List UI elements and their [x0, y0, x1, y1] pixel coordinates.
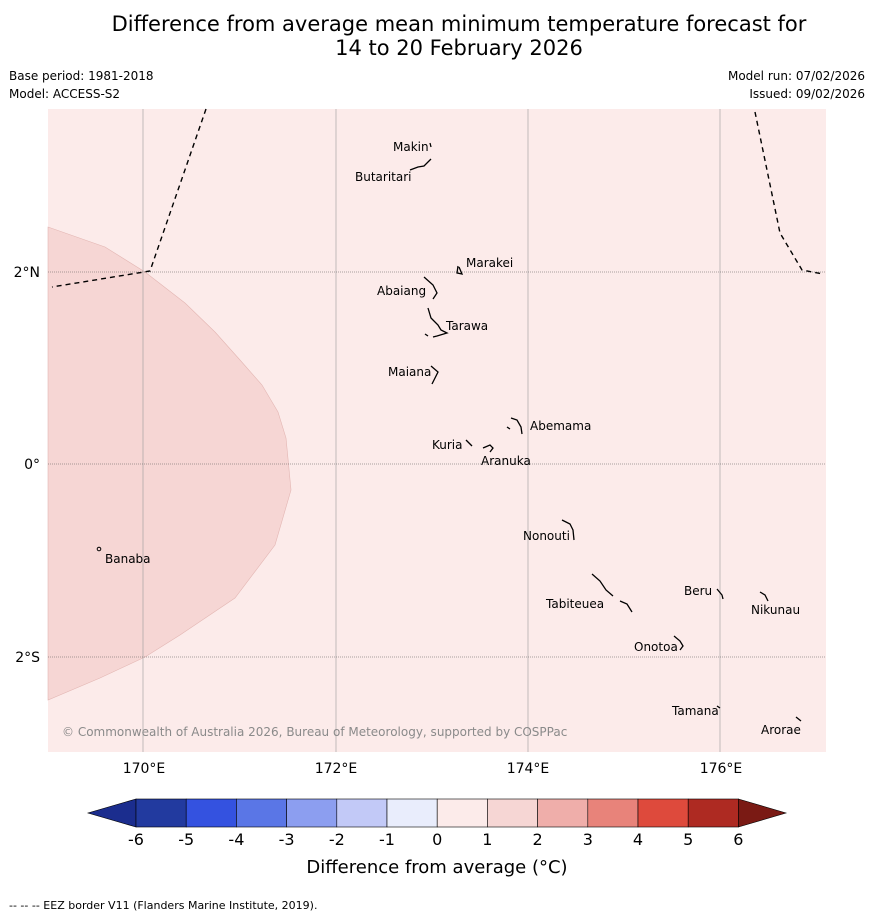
colorbar-segment [436, 798, 488, 828]
colorbar-tick-label: -6 [128, 830, 144, 849]
copyright-notice: © Commonwealth of Australia 2026, Bureau… [62, 725, 567, 739]
island-nonouti [561, 519, 575, 541]
colorbar-tick-label: -2 [329, 830, 345, 849]
map-title: Difference from average mean minimum tem… [0, 12, 873, 60]
colorbar-segment [687, 798, 739, 828]
issued-date: Issued: 09/02/2026 [749, 87, 865, 101]
island-abemama-west [506, 426, 511, 430]
label-nikunau: Nikunau [751, 603, 800, 617]
meta-left: Base period: 1981-2018 Model: ACCESS-S2 [9, 67, 154, 103]
gridlines [142, 109, 721, 752]
colorbar-tick-label: 3 [583, 830, 593, 849]
label-onotoa: Onotoa [634, 640, 678, 654]
island-abemama [510, 417, 523, 435]
label-maiana: Maiana [388, 365, 431, 379]
lat-label-2n: 2°N [14, 265, 40, 281]
island-marakei [456, 265, 464, 275]
island-banaba [96, 546, 102, 552]
island-makin [429, 142, 432, 148]
colorbar-tick-label: 6 [733, 830, 743, 849]
colorbar-tick-label: 2 [533, 830, 543, 849]
eez-border-east [754, 111, 824, 275]
island-tabiteuea-south [619, 600, 633, 613]
label-aranuka: Aranuka [481, 454, 531, 468]
eez-border-west [51, 108, 207, 288]
island-tabiteuea [591, 573, 614, 597]
island-abaiang [423, 276, 438, 300]
lat-label-0: 0° [24, 457, 40, 473]
island-kuria [465, 439, 473, 447]
colorbar-tick-label: 5 [683, 830, 693, 849]
colorbar-segment [135, 798, 187, 828]
lon-label-174: 174°E [507, 761, 550, 777]
colorbar-ticks: -6 -5 -4 -3 -2 -1 0 1 2 3 4 5 6 [128, 830, 743, 849]
label-tabiteuea: Tabiteuea [545, 597, 604, 611]
colorbar-segment [236, 798, 287, 828]
label-nonouti: Nonouti [523, 529, 570, 543]
eez-footer-note: -- -- -- EEZ border V11 (Flanders Marine… [9, 899, 318, 912]
label-abemama: Abemama [530, 419, 591, 433]
label-arorae: Arorae [761, 723, 801, 737]
meta-right: Model run: 07/02/2026 Issued: 09/02/2026 [728, 67, 865, 103]
colorbar-tick-label: -5 [178, 830, 194, 849]
lon-label-170: 170°E [123, 761, 166, 777]
island-tarawa-west [424, 333, 429, 337]
label-tarawa: Tarawa [445, 319, 488, 333]
anomaly-region-1-2 [47, 226, 292, 701]
label-kuria: Kuria [432, 438, 463, 452]
colorbar-tick-label: -3 [279, 830, 295, 849]
colorbar-segment [386, 798, 438, 828]
colorbar-extension-high [738, 798, 788, 828]
colorbar-tick-label: -1 [379, 830, 395, 849]
colorbar-tick-label: -4 [228, 830, 244, 849]
island-butaritari [409, 158, 432, 171]
base-period: Base period: 1981-2018 [9, 69, 154, 83]
eez-borders [51, 108, 824, 288]
island-maiana [430, 365, 439, 385]
island-tarawa [427, 307, 449, 338]
island-tamana [716, 705, 721, 709]
colorbar-extension-low [86, 798, 137, 828]
colorbar-tick-label: 1 [482, 830, 492, 849]
colorbar-segment [637, 798, 689, 828]
label-banaba: Banaba [105, 552, 151, 566]
lon-label-172: 172°E [315, 761, 358, 777]
colorbar-segment [587, 798, 639, 828]
lat-gridlines [48, 271, 826, 658]
label-abaiang: Abaiang [377, 284, 426, 298]
colorbar-segment [537, 798, 589, 828]
colorbar-segment [487, 798, 538, 828]
label-marakei: Marakei [466, 256, 513, 270]
island-outlines [409, 142, 802, 722]
place-labels: Makin Butaritari Marakei Abaiang Tarawa … [105, 140, 801, 737]
label-tamana: Tamana [671, 704, 719, 718]
model-name: Model: ACCESS-S2 [9, 87, 121, 101]
title-line-1: Difference from average mean minimum tem… [111, 12, 807, 36]
label-beru: Beru [684, 584, 712, 598]
lon-label-176: 176°E [700, 761, 743, 777]
label-butaritari: Butaritari [355, 170, 412, 184]
colorbar-segment [336, 798, 388, 828]
model-run: Model run: 07/02/2026 [727, 69, 865, 83]
lat-label-2s: 2°S [15, 650, 40, 666]
colorbar-segment [286, 798, 338, 828]
title-line-2: 14 to 20 February 2026 [335, 36, 583, 60]
label-makin: Makin [393, 140, 429, 154]
island-nikunau [759, 591, 769, 602]
island-aranuka [482, 444, 494, 453]
island-arorae [795, 716, 802, 722]
colorbar [86, 798, 788, 828]
island-onotoa [673, 635, 684, 651]
island-beru [716, 588, 724, 600]
colorbar-title: Difference from average (°C) [306, 857, 567, 878]
colorbar-tick-label: 0 [432, 830, 442, 849]
colorbar-segment [185, 798, 237, 828]
lat-axis-labels: 2°N 0° 2°S [14, 265, 41, 666]
lon-axis-labels: 170°E 172°E 174°E 176°E [123, 761, 743, 777]
colorbar-tick-label: 4 [633, 830, 643, 849]
